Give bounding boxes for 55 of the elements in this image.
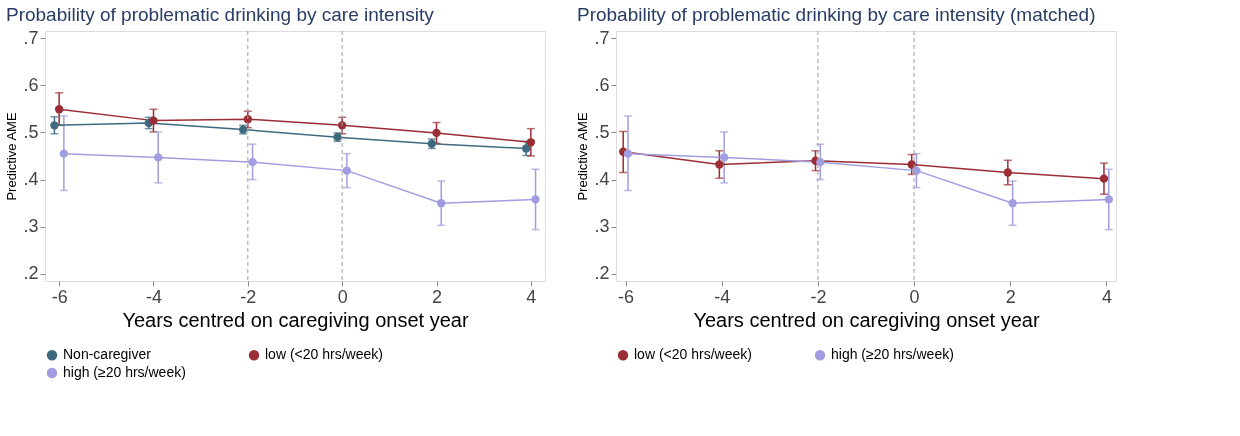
x-axis-title: Years centred on caregiving onset year bbox=[693, 308, 1040, 331]
legend-label: low (<20 hrs/week) bbox=[634, 346, 752, 363]
y-tick-label: .3 bbox=[594, 216, 610, 237]
point bbox=[342, 166, 352, 175]
y-tick-label: .6 bbox=[23, 74, 39, 95]
y-tick-label: .4 bbox=[594, 169, 610, 190]
point bbox=[526, 138, 536, 147]
point bbox=[531, 195, 540, 204]
point bbox=[54, 105, 64, 114]
chart-title: Probability of problematic drinking by care intensity bbox=[5, 4, 435, 26]
point bbox=[248, 157, 257, 167]
x-tick-label: -4 bbox=[714, 286, 731, 307]
y-tick-label: .7 bbox=[594, 27, 610, 48]
x-tick-label: -2 bbox=[810, 286, 827, 307]
y-tick-label: .7 bbox=[23, 27, 39, 48]
x-axis-title: Years centred on caregiving onset year bbox=[122, 308, 469, 331]
y-axis-title: Predictive AME bbox=[4, 112, 20, 201]
y-tick-label: .3 bbox=[23, 216, 39, 237]
point bbox=[437, 199, 446, 208]
x-tick-label: 2 bbox=[432, 286, 443, 307]
x-tick-label: 4 bbox=[526, 286, 537, 307]
x-tick-label: -2 bbox=[240, 286, 257, 307]
chart-title: Probability of problematic drinking by care intensity (matched) bbox=[576, 4, 1096, 26]
point bbox=[432, 128, 441, 138]
point bbox=[154, 153, 163, 162]
x-tick-label: -6 bbox=[618, 286, 635, 307]
point bbox=[715, 160, 724, 169]
legend-label: high (≥20 hrs/week) bbox=[63, 364, 186, 380]
y-tick-label: .4 bbox=[23, 169, 39, 190]
legend-label: Non-caregiver bbox=[63, 346, 152, 363]
point bbox=[521, 144, 531, 153]
x-tick-label: 4 bbox=[1101, 286, 1112, 307]
legend-label: high (≥20 hrs/week) bbox=[831, 346, 954, 363]
point bbox=[1104, 195, 1113, 204]
y-axis-title: Predictive AME bbox=[575, 112, 591, 201]
y-tick-label: .2 bbox=[23, 263, 39, 284]
y-tick-label: .6 bbox=[594, 74, 610, 95]
point bbox=[1003, 168, 1013, 177]
point bbox=[149, 116, 158, 125]
point bbox=[1008, 199, 1017, 208]
x-tick-label: -4 bbox=[145, 286, 162, 307]
point bbox=[50, 121, 59, 130]
y-tick-label: .2 bbox=[594, 263, 610, 284]
point bbox=[337, 121, 347, 130]
x-tick-label: 2 bbox=[1005, 286, 1016, 307]
point bbox=[719, 153, 729, 162]
y-tick-label: .5 bbox=[594, 121, 610, 142]
point bbox=[1099, 174, 1109, 183]
legend-label: low (<20 hrs/week) bbox=[265, 346, 383, 363]
x-tick-label: -6 bbox=[51, 286, 68, 307]
x-tick-label: 0 bbox=[909, 286, 920, 307]
point bbox=[623, 149, 633, 158]
x-tick-label: 0 bbox=[337, 286, 348, 307]
point bbox=[59, 149, 69, 158]
y-tick-label: .5 bbox=[23, 121, 39, 142]
